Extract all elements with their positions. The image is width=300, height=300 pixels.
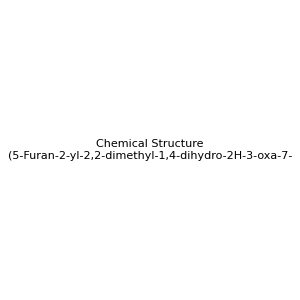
Text: Chemical Structure
(5-Furan-2-yl-2,2-dimethyl-1,4-dihydro-2H-3-oxa-7-: Chemical Structure (5-Furan-2-yl-2,2-dim… — [8, 139, 292, 161]
